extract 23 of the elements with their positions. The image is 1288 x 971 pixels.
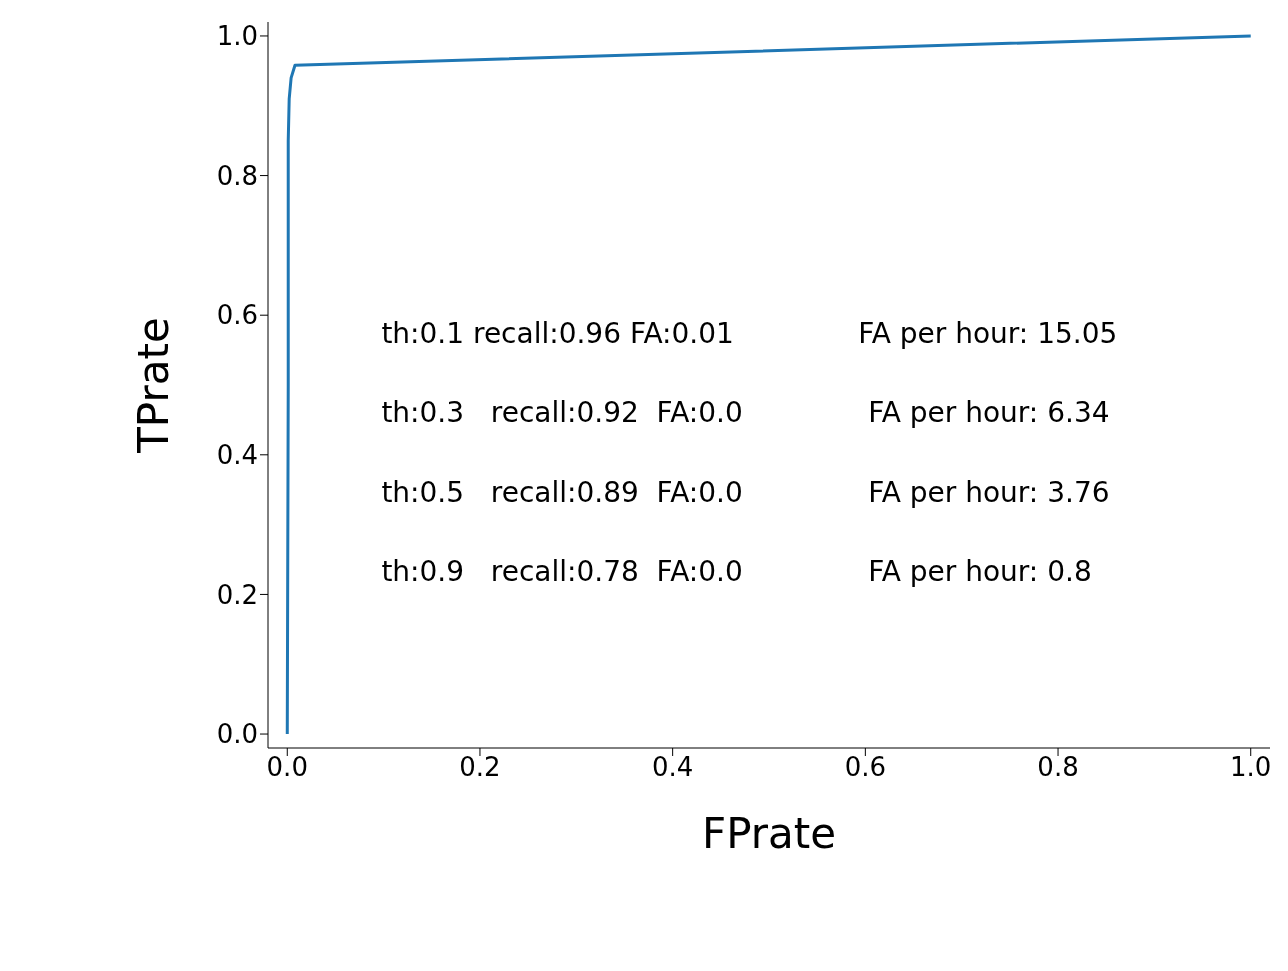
- y-tick-label: 0.2: [216, 579, 258, 610]
- x-tick-label: 1.0: [1230, 752, 1272, 783]
- annotation: FA per hour: 15.05: [858, 316, 1118, 350]
- y-tick-label: 0.4: [216, 440, 258, 471]
- y-tick-label: 0.0: [216, 719, 258, 750]
- x-tick-label: 0.6: [844, 752, 887, 783]
- x-tick-label: 0.2: [459, 752, 501, 783]
- line-series: [285, 34, 1253, 736]
- annotation: th:0.3 recall:0.92 FA:0.0: [381, 396, 743, 430]
- annotation: th:0.9 recall:0.78 FA:0.0: [381, 555, 743, 589]
- x-axis-title: FPrate: [701, 809, 837, 858]
- annotation: FA per hour: 0.8: [868, 555, 1092, 589]
- y-tick-label: 1.0: [216, 21, 258, 52]
- y-tick-label: 0.8: [216, 160, 258, 191]
- annotation: FA per hour: 3.76: [868, 475, 1110, 509]
- x-tick-label: 0.4: [651, 752, 694, 783]
- x-tick-label: 0.8: [1037, 752, 1079, 783]
- y-tick-label: 0.6: [216, 300, 258, 331]
- annotation: FA per hour: 6.34: [868, 396, 1110, 430]
- annotation: th:0.5 recall:0.89 FA:0.0: [381, 475, 743, 509]
- annotation: th:0.1 recall:0.96 FA:0.01: [381, 316, 734, 350]
- y-axis-title: TPrate: [128, 317, 178, 454]
- x-tick-label: 0.0: [266, 752, 308, 783]
